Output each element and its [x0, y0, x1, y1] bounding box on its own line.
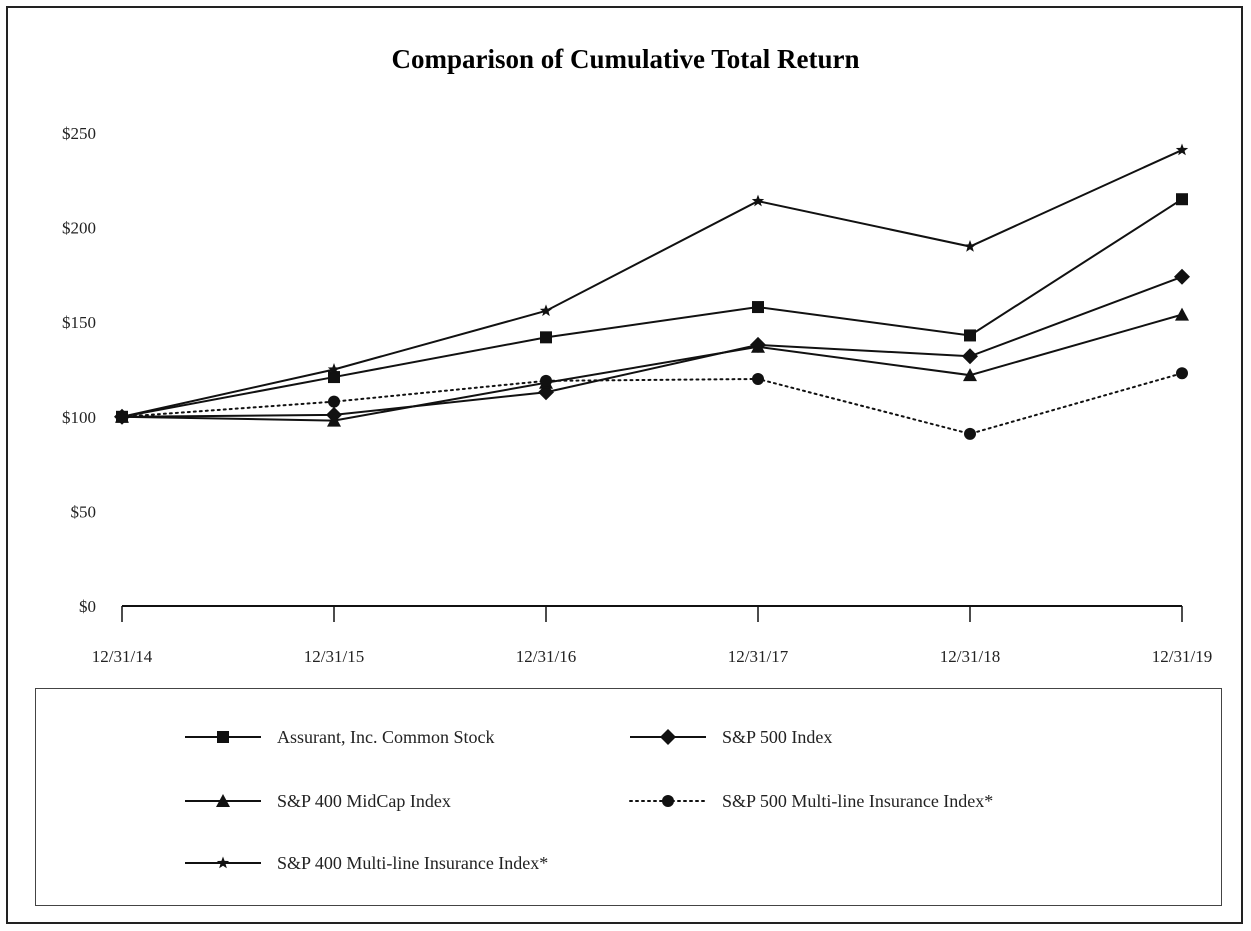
- data-point-square: [328, 371, 340, 384]
- data-point-star: [963, 240, 977, 252]
- data-point-star: [115, 410, 129, 423]
- x-tick-label: 12/31/16: [516, 647, 576, 666]
- series-3: [116, 367, 1188, 440]
- legend-swatch-square-icon: [185, 731, 261, 743]
- data-point-triangle: [327, 413, 341, 427]
- x-tick-label: 12/31/19: [1152, 647, 1212, 666]
- data-point-square: [1176, 193, 1188, 206]
- legend-label: S&P 500 Index: [722, 726, 833, 747]
- series-line: [121, 313, 1183, 422]
- legend-item-sp400-multiline: S&P 400 Multi-line Insurance Index*: [183, 848, 548, 878]
- data-point-star: [751, 194, 765, 207]
- legend-item-assurant: Assurant, Inc. Common Stock: [183, 722, 495, 752]
- x-tick-label: 12/31/17: [728, 647, 789, 666]
- data-point-square: [540, 331, 552, 344]
- legend-marker-square: [217, 731, 229, 743]
- series-line: [121, 275, 1183, 418]
- data-point-star: [1175, 143, 1189, 156]
- data-point-square: [752, 301, 764, 314]
- legend-item-sp500: S&P 500 Index: [628, 722, 832, 752]
- series-line: [121, 198, 1183, 418]
- data-point-circle: [328, 395, 340, 408]
- legend-swatch-diamond-icon: [630, 729, 706, 745]
- legend-item-sp500-multiline: S&P 500 Multi-line Insurance Index*: [628, 786, 993, 816]
- y-axis-ticks: $0 $50 $100 $150 $200 $250: [62, 124, 96, 616]
- chart-title: Comparison of Cumulative Total Return: [391, 44, 860, 74]
- legend-marker-star: [216, 856, 230, 869]
- data-point-circle: [1176, 367, 1188, 380]
- legend-label: S&P 500 Multi-line Insurance Index*: [722, 790, 994, 811]
- data-point-star: [327, 363, 341, 375]
- y-tick-label: $150: [62, 313, 96, 332]
- x-tick-label: 12/31/15: [304, 647, 364, 666]
- y-tick-label: $250: [62, 124, 96, 143]
- legend-marker-circle: [662, 795, 674, 807]
- data-point-triangle: [1175, 307, 1189, 321]
- x-tick-label: 12/31/14: [92, 647, 153, 666]
- x-axis: 12/31/14 12/31/15 12/31/16 12/31/17 12/31/18…: [92, 605, 1212, 666]
- series-2: [115, 307, 1189, 427]
- series-layer: [114, 143, 1190, 440]
- data-point-star: [539, 304, 553, 317]
- y-tick-label: $100: [62, 408, 96, 427]
- legend-swatch-star-icon: [185, 856, 261, 869]
- legend-marker-diamond: [660, 729, 676, 745]
- data-point-triangle: [963, 368, 977, 382]
- legend-item-sp400-midcap: S&P 400 MidCap Index: [183, 786, 451, 816]
- series-1: [114, 268, 1190, 425]
- legend: Assurant, Inc. Common Stock S&P 500 Inde…: [35, 688, 1222, 906]
- series-4: [115, 143, 1189, 423]
- legend-label: S&P 400 MidCap Index: [277, 790, 451, 811]
- legend-label: S&P 400 Multi-line Insurance Index*: [277, 852, 549, 873]
- data-point-square: [964, 329, 976, 342]
- y-tick-label: $0: [79, 597, 96, 616]
- chart-frame: [6, 6, 1243, 924]
- legend-swatch-circle-icon: [629, 795, 707, 807]
- data-point-circle: [540, 374, 552, 387]
- data-point-circle: [964, 427, 976, 440]
- y-tick-label: $50: [71, 502, 97, 521]
- data-point-triangle: [751, 339, 765, 353]
- legend-marker-triangle: [216, 794, 230, 807]
- series-line: [121, 149, 1183, 418]
- data-point-diamond: [1174, 268, 1190, 285]
- series-0: [116, 193, 1188, 423]
- x-tick-label: 12/31/18: [940, 647, 1000, 666]
- data-point-circle: [752, 372, 764, 385]
- data-point-diamond: [962, 348, 978, 365]
- series-line: [121, 372, 1183, 435]
- legend-swatch-triangle-icon: [185, 794, 261, 807]
- legend-label: Assurant, Inc. Common Stock: [277, 726, 495, 747]
- y-tick-label: $200: [62, 219, 96, 238]
